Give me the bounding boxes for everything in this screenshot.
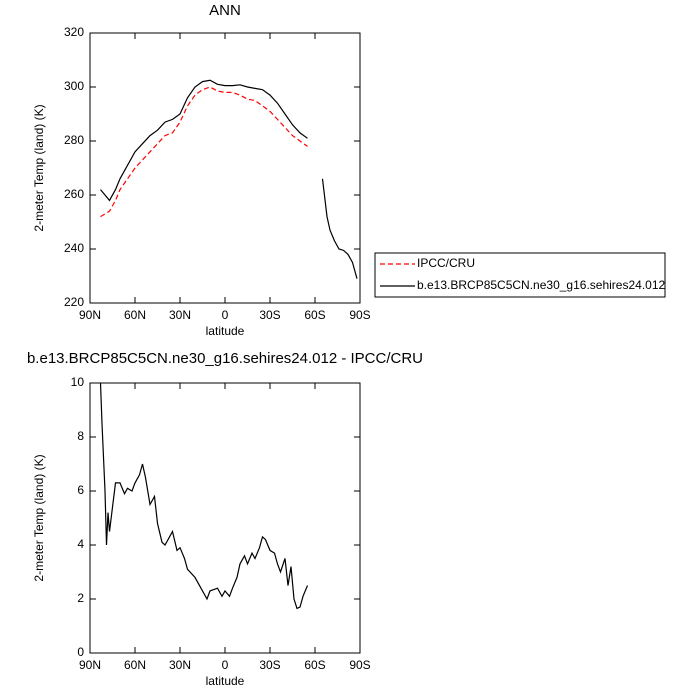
- x-tick-label: 60S: [304, 658, 325, 672]
- x-tick-label: 90N: [79, 308, 101, 322]
- plot-frame: [89, 32, 361, 304]
- x-tick-label: 60N: [124, 658, 146, 672]
- x-axis-label: latitude: [206, 324, 245, 338]
- y-tick-label: 2: [77, 591, 84, 605]
- y-tick-label: 300: [64, 79, 84, 93]
- x-tick-label: 30N: [169, 308, 191, 322]
- y-tick-label: 320: [64, 25, 84, 39]
- x-tick-label: 60N: [124, 308, 146, 322]
- y-tick-label: 0: [77, 645, 84, 659]
- data-line: [100, 86, 308, 218]
- x-tick-label: 60S: [304, 308, 325, 322]
- legend-box: [374, 252, 666, 298]
- y-tick-label: 260: [64, 187, 84, 201]
- y-tick-label: 240: [64, 241, 84, 255]
- chart-title: ANN: [209, 2, 241, 19]
- data-line: [100, 79, 358, 279]
- x-tick-label: 30S: [259, 658, 280, 672]
- y-axis-label: 2-meter Temp (land) (K): [32, 454, 46, 581]
- x-tick-label: 90N: [79, 658, 101, 672]
- y-tick-label: 4: [77, 537, 84, 551]
- x-tick-label: 0: [222, 308, 229, 322]
- x-tick-label: 0: [222, 658, 229, 672]
- x-axis-label: latitude: [206, 674, 245, 688]
- legend-label: b.e13.BRCP85C5CN.ne30_g16.sehires24.012: [417, 278, 665, 292]
- data-line: [99, 382, 309, 610]
- y-tick-label: 10: [71, 375, 85, 389]
- legend-label: IPCC/CRU: [417, 256, 475, 270]
- y-axis-label: 2-meter Temp (land) (K): [32, 104, 46, 231]
- plot-frame: [89, 382, 361, 654]
- y-tick-label: 220: [64, 295, 84, 309]
- x-tick-label: 90S: [349, 308, 370, 322]
- chart-title: b.e13.BRCP85C5CN.ne30_g16.sehires24.012 …: [27, 350, 423, 367]
- y-tick-label: 280: [64, 133, 84, 147]
- x-tick-label: 30S: [259, 308, 280, 322]
- y-tick-label: 6: [77, 483, 84, 497]
- y-tick-label: 8: [77, 429, 84, 443]
- x-tick-label: 90S: [349, 658, 370, 672]
- x-tick-label: 30N: [169, 658, 191, 672]
